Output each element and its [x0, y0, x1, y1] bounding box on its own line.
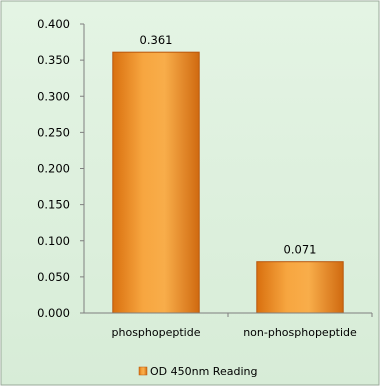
legend: OD 450nm Reading	[138, 365, 257, 378]
x-axis: phosphopeptide non-phosphopeptide	[84, 312, 373, 339]
y-tick-label: 0.150	[37, 198, 70, 212]
y-tick-label: 0.350	[37, 53, 70, 67]
y-tick-label: 0.250	[37, 125, 70, 139]
legend-swatch	[138, 366, 148, 376]
y-tick-label: 0.050	[37, 270, 70, 284]
y-tick-label: 0.100	[37, 234, 70, 248]
y-tick-label: 0.200	[37, 162, 70, 176]
data-label: 0.361	[140, 33, 173, 47]
y-axis: 0.000 0.050 0.100 0.150 0.200 0.250 0.300 0.350…	[37, 17, 85, 320]
y-tick-label: 0.300	[37, 89, 70, 103]
data-label: 0.071	[284, 243, 317, 257]
bar-phosphopeptide	[112, 51, 200, 314]
bar-non-phosphopeptide	[256, 261, 344, 314]
y-tick-label: 0.000	[37, 306, 70, 320]
legend-label: OD 450nm Reading	[150, 365, 257, 378]
x-tick-label: non-phosphopeptide	[243, 326, 357, 339]
bars: 0.361 0.071	[112, 33, 344, 314]
y-tick-label: 0.400	[37, 17, 70, 31]
x-tick-label: phosphopeptide	[112, 326, 201, 339]
